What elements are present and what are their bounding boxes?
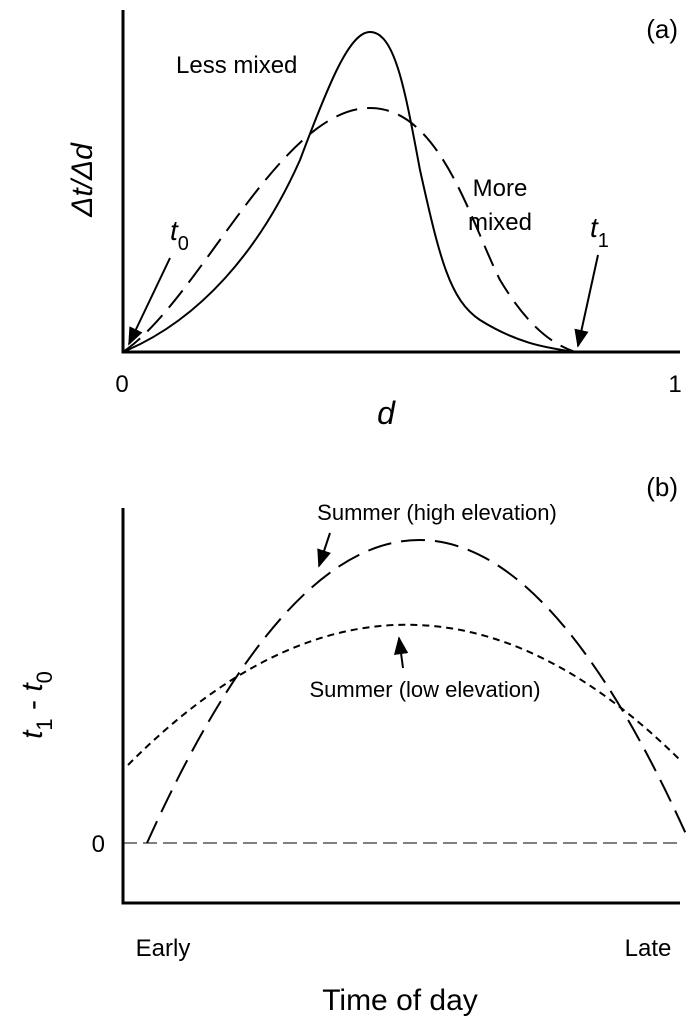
x-axis-label: Time of day	[322, 984, 478, 1017]
curve-label: Summer (low elevation)	[309, 677, 540, 702]
arrow	[128, 257, 171, 346]
x-axis-label: d	[377, 395, 396, 431]
axes	[121, 508, 680, 905]
start-label: t0	[170, 215, 189, 255]
x-tick-label: 0	[115, 371, 128, 398]
x-end-label: Late	[625, 935, 672, 962]
curve-label: Summer (high elevation)	[317, 500, 557, 525]
arrow	[317, 532, 331, 568]
panel-label: (b)	[646, 472, 678, 502]
end-label: t1	[590, 212, 609, 252]
more-mixed-curve	[122, 106, 576, 353]
less-mixed-curve	[122, 30, 576, 353]
y-tick-label: 0	[92, 831, 105, 858]
panel-b: (b) Summer (high elevation) Summer (low …	[16, 472, 686, 1017]
panel-a: (a) Less mixed More mixed t0 t1 Δt/Δd 0 …	[66, 10, 682, 431]
curve-label: More	[473, 175, 528, 202]
y-axis-label: Δt/Δd	[66, 142, 99, 218]
high-elevation-curve	[146, 539, 686, 844]
x-start-label: Early	[136, 935, 191, 962]
low-elevation-curve	[127, 623, 681, 766]
panel-label: (a)	[646, 14, 678, 44]
arrow	[574, 254, 599, 348]
curve-label: mixed	[468, 209, 532, 236]
x-tick-label: 1	[668, 371, 681, 398]
arrow	[394, 636, 409, 669]
y-axis-label: t1 - t0	[16, 671, 57, 739]
curve-label: Less mixed	[176, 52, 297, 79]
